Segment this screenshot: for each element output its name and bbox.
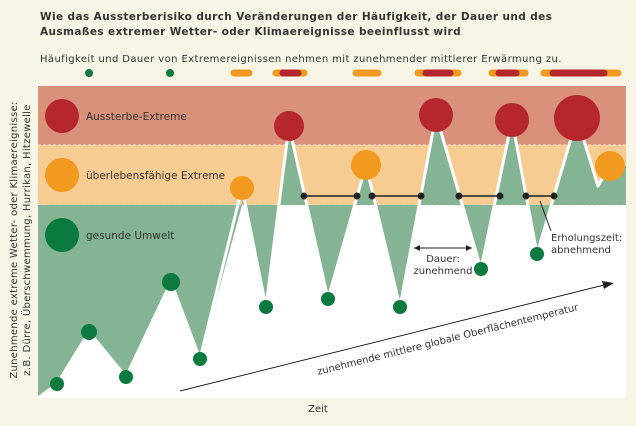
frequency-indicators bbox=[85, 69, 622, 77]
healthy-area-base bbox=[38, 205, 242, 398]
zone-healthy-label: gesunde Umwelt bbox=[86, 230, 174, 242]
recovery-annotation: Erholungszeit: abnehmend bbox=[539, 200, 622, 256]
duration-annotation: Dauer: zunehmend bbox=[414, 245, 473, 277]
duration-connector-dots bbox=[300, 192, 558, 200]
zone-extinction-marker bbox=[45, 99, 79, 133]
zone-healthy-marker bbox=[45, 218, 79, 252]
healthy-area-fill bbox=[38, 115, 626, 398]
extinction-event-markers bbox=[274, 95, 600, 141]
healthy-event-markers bbox=[50, 247, 544, 391]
recovery-label-line2: abnehmend bbox=[551, 245, 611, 256]
zone-survivable-label: überlebensfähige Extreme bbox=[86, 170, 225, 182]
subtitle: Häufigkeit und Dauer von Extremereigniss… bbox=[40, 54, 562, 65]
recovery-label-line1: Erholungszeit: bbox=[551, 233, 622, 244]
duration-label-line2: zunehmend bbox=[414, 266, 473, 277]
x-axis-label: Zeit bbox=[308, 404, 328, 415]
duration-label-line1: Dauer: bbox=[426, 254, 460, 265]
zone-survivable-marker bbox=[45, 158, 79, 192]
survivable-event-markers bbox=[230, 150, 625, 200]
page-title: Wie das Aussterberisiko durch Veränderun… bbox=[40, 11, 553, 38]
zone-extinction-label: Aussterbe-Extreme bbox=[86, 111, 187, 123]
y-axis-label: Zunehmende extreme Wetter- oder Klimaere… bbox=[9, 101, 33, 379]
